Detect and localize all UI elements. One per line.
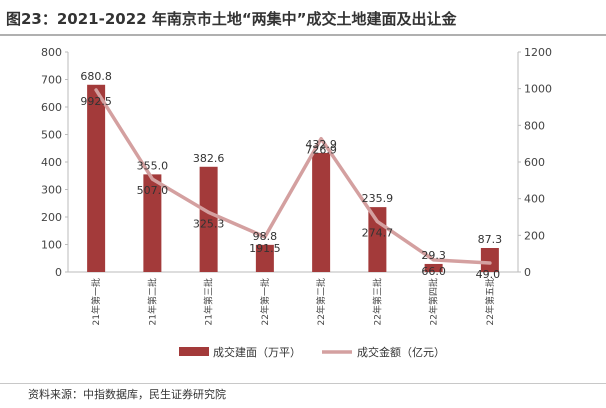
- bar-value-label: 235.9: [362, 192, 394, 205]
- line-point-4: [263, 235, 267, 239]
- category-label: 21年第二批: [146, 278, 158, 325]
- line-value-label: 507.0: [137, 184, 169, 197]
- bar-value-label: 382.6: [193, 152, 225, 165]
- line-value-label: 49.0: [476, 268, 501, 281]
- category-label: 21年第一批: [90, 278, 102, 325]
- bar-value-label: 98.8: [253, 230, 278, 243]
- right-tick-label: 400: [524, 193, 545, 206]
- chart-canvas: 0 100 200 300 400 500 600 700 800 0 200 400 600 800 10…: [41, 46, 552, 359]
- amount-line: [94, 88, 492, 265]
- line-point-8: [488, 261, 492, 265]
- bar-7: [424, 263, 443, 272]
- bar-value-label: 87.3: [478, 233, 503, 246]
- legend-bar-swatch: [179, 347, 209, 356]
- right-tick-label: 600: [524, 156, 545, 169]
- right-tick-label: 800: [524, 119, 545, 132]
- left-tick-label: 100: [41, 239, 62, 252]
- bar-value-label: 432.9: [305, 138, 337, 151]
- right-tick-label: 1200: [524, 46, 552, 59]
- left-tick-label: 0: [55, 266, 62, 279]
- line-value-label: 325.3: [193, 217, 225, 230]
- line-point-1: [94, 88, 98, 92]
- category-label: 22年第二批: [315, 278, 327, 325]
- left-tick-label: 800: [41, 46, 62, 59]
- line-value-label: 726.9: [305, 144, 337, 157]
- right-tick-label: 0: [524, 266, 531, 279]
- right-tick-label: 1000: [524, 83, 552, 96]
- line-point-6: [375, 220, 379, 224]
- bar-value-label: 355.0: [137, 159, 169, 172]
- chart-title: 图23：2021-2022 年南京市土地“两集中”成交土地建面及出让金: [6, 10, 457, 28]
- left-tick-label: 300: [41, 184, 62, 197]
- bar-3: [199, 166, 218, 272]
- title-divider: [0, 34, 606, 36]
- line-value-label: 992.5: [80, 95, 112, 108]
- bar-2: [143, 174, 162, 272]
- bar-value-label: 680.8: [80, 70, 112, 83]
- line-value-label: 274.7: [362, 227, 394, 240]
- category-label: 22年第五批: [484, 278, 496, 325]
- line-point-7: [432, 258, 436, 262]
- category-label: 22年第三批: [371, 278, 383, 325]
- category-label: 22年第一批: [259, 278, 271, 325]
- line-point-5: [319, 137, 323, 141]
- bar-5: [312, 152, 331, 272]
- line-value-label: 191.5: [249, 242, 281, 255]
- bar-4: [255, 244, 274, 272]
- left-tick-label: 200: [41, 211, 62, 224]
- source-note: 资料来源：中指数据库，民生证券研究院: [28, 388, 226, 401]
- bar-8: [480, 247, 499, 272]
- source-divider: [0, 383, 606, 384]
- line-value-label: 66.0: [421, 265, 446, 278]
- left-tick-label: 700: [41, 74, 62, 87]
- left-tick-label: 600: [41, 101, 62, 114]
- category-label: 21年第三批: [203, 278, 215, 325]
- legend-line-label: 成交金额（亿元）: [357, 345, 445, 359]
- legend-bar-label: 成交建面（万平）: [213, 345, 301, 359]
- bar-1: [87, 84, 106, 272]
- bar-value-label: 29.3: [421, 249, 446, 262]
- right-tick-label: 200: [524, 229, 545, 242]
- category-label: 22年第四批: [428, 278, 440, 325]
- left-tick-label: 400: [41, 156, 62, 169]
- line-point-3: [207, 210, 211, 214]
- left-tick-label: 500: [41, 129, 62, 142]
- line-point-2: [150, 177, 154, 181]
